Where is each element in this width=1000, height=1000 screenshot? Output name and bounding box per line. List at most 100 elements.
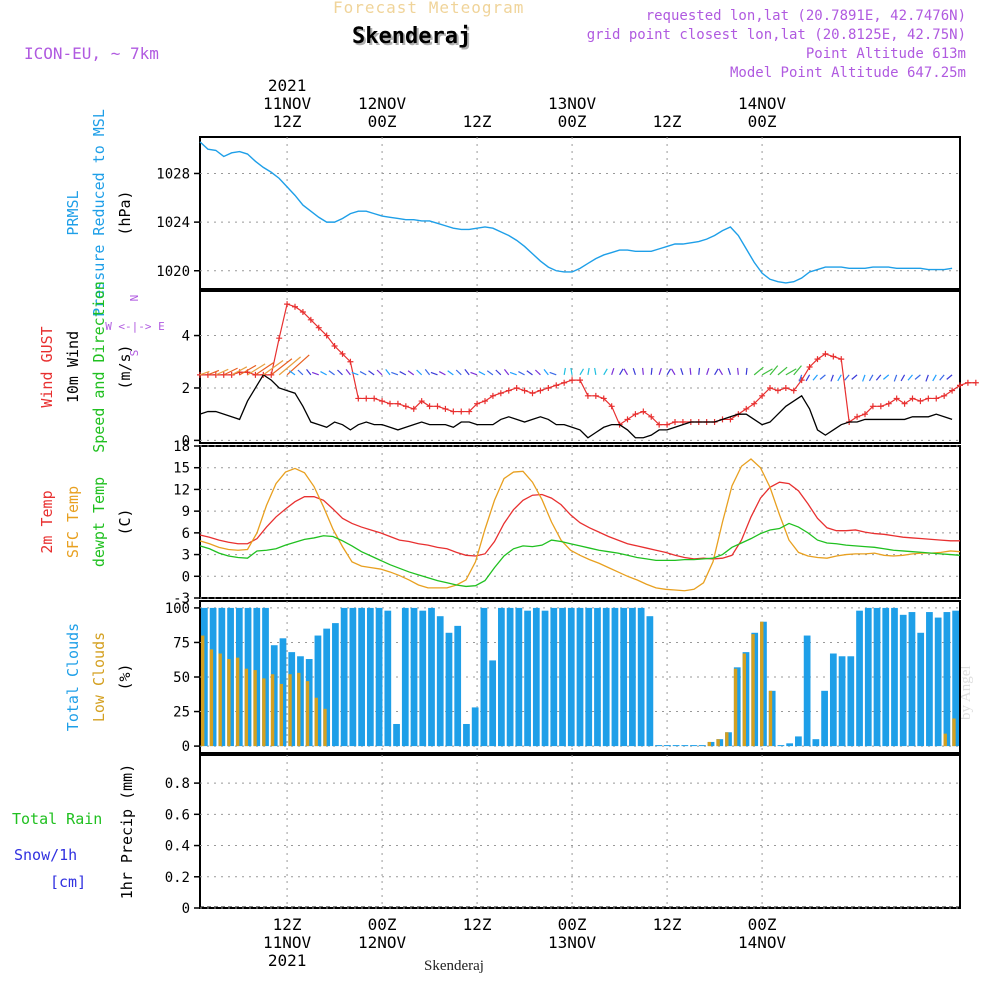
y-tick-label: 100 — [165, 601, 190, 617]
total-cloud-bar — [436, 616, 444, 747]
compass-we: W <-|-> E — [105, 320, 165, 333]
wind-arrow — [777, 366, 788, 376]
gust-point — [869, 403, 876, 410]
total-cloud-bar — [917, 632, 925, 747]
gust-point — [632, 411, 639, 418]
wind-arrow — [753, 366, 764, 376]
low-cloud-bar — [201, 635, 205, 747]
wind-line — [199, 373, 953, 439]
gust-point — [672, 419, 678, 426]
total-cloud-bar — [340, 607, 348, 747]
gust-point — [458, 408, 465, 415]
low-cloud-bar — [751, 634, 755, 747]
gust-point — [426, 403, 433, 410]
wind-arrow — [619, 368, 624, 376]
gust-point — [489, 392, 496, 399]
wind-arrow — [424, 368, 431, 376]
low-cloud-bar — [952, 718, 956, 747]
y-tick-label: 3 — [182, 548, 190, 564]
gust-point — [482, 398, 488, 405]
wind-arrow — [745, 367, 748, 375]
gust-point — [767, 384, 773, 391]
y-axis-label: Wind GUST — [38, 326, 56, 407]
bottom-time-label: 00Z — [368, 915, 397, 934]
gust-point — [838, 356, 845, 363]
wind-arrow — [883, 374, 890, 380]
wind-arrow — [579, 368, 585, 376]
total-cloud-bar — [899, 614, 907, 747]
y-axis-label: 2m Temp — [38, 490, 56, 553]
gust-point — [513, 384, 520, 391]
gust-point — [355, 395, 362, 402]
y-tick-label: 4 — [182, 329, 190, 345]
gust-point — [782, 384, 789, 391]
gust-point — [545, 384, 552, 391]
gust-point — [323, 332, 330, 339]
y-axis-label: Speed and Direction — [90, 281, 108, 453]
gust-point — [759, 392, 766, 399]
y-axis-label: (%) — [116, 663, 134, 690]
top-time-label: 12Z — [653, 112, 682, 131]
y-tick-label: 1024 — [156, 215, 190, 231]
wind-arrow — [737, 367, 739, 375]
gust-point — [862, 411, 868, 418]
wind-arrow — [486, 370, 494, 376]
wind-arrow — [900, 374, 906, 382]
bottom-time-label: 13NOV — [548, 933, 597, 952]
gridpoint-coords: grid point closest lon,lat (20.8125E, 42… — [586, 27, 966, 43]
wind-arrow — [793, 365, 802, 376]
gust-point — [537, 387, 544, 394]
bottom-time-label: 11NOV — [263, 933, 312, 952]
gust-point — [751, 400, 758, 407]
wind-arrow — [478, 371, 486, 376]
wind-arrow — [247, 363, 266, 376]
gust-point — [656, 421, 663, 428]
gust-point — [339, 350, 346, 357]
gust-point — [774, 387, 781, 394]
wind-arrow — [543, 368, 549, 376]
total-cloud-bar — [506, 607, 514, 747]
wind-arrow — [658, 368, 662, 376]
low-cloud-bar — [716, 739, 720, 747]
y-tick-label: 18 — [173, 439, 190, 455]
wind-arrow — [255, 361, 275, 376]
model-altitude: Model Point Altitude 647.25m — [729, 65, 966, 81]
gust-point — [307, 316, 314, 323]
total-cloud-bar — [428, 607, 435, 747]
wind-arrow — [727, 368, 731, 376]
total-cloud-bar — [777, 745, 785, 747]
gust-point — [957, 382, 963, 389]
y-axis-label: (C) — [116, 508, 134, 535]
total-cloud-bar — [698, 745, 706, 747]
wind-arrow — [851, 374, 858, 380]
wind-arrow — [311, 371, 319, 376]
gust-point — [212, 371, 219, 378]
gust-point — [505, 387, 512, 394]
bottom-time-label: 12Z — [653, 915, 682, 934]
y-tick-label: 25 — [173, 705, 190, 721]
total-cloud-bar — [358, 607, 365, 747]
low-cloud-bar — [227, 659, 231, 747]
wind-arrow — [376, 369, 383, 376]
gust-point — [410, 405, 417, 412]
total-cloud-bar — [463, 723, 470, 747]
gust-point — [972, 379, 979, 386]
requested-coords: requested lon,lat (20.7891E, 42.7476N) — [645, 8, 966, 24]
bottom-time-label: 00Z — [748, 915, 777, 934]
gust-point — [553, 382, 560, 389]
wind-arrow — [798, 374, 803, 382]
point-altitude: Point Altitude 613m — [805, 46, 966, 62]
gust-point — [276, 335, 283, 342]
low-cloud-bar — [742, 653, 746, 747]
low-cloud-bar — [253, 670, 257, 747]
total-cloud-bar — [690, 745, 697, 747]
wind-arrow — [914, 374, 921, 380]
y-axis-label: 1hr Precip (mm) — [118, 764, 136, 899]
wind-arrow — [345, 368, 351, 376]
low-cloud-bar — [235, 657, 240, 747]
y-tick-label: 75 — [173, 635, 190, 651]
chart-title: Skenderaj — [352, 24, 472, 49]
wind-arrow — [769, 365, 779, 376]
